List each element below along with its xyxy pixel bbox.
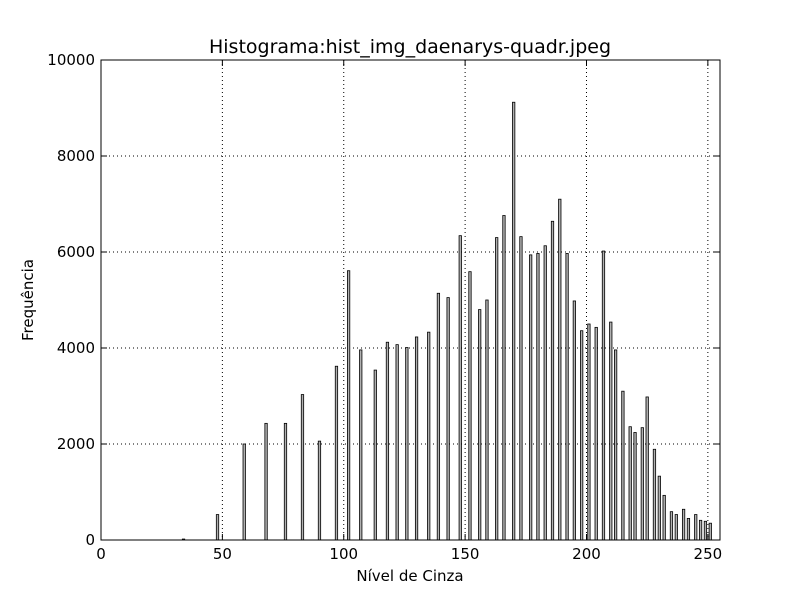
- histogram-bar: [373, 369, 377, 541]
- histogram-bar: [694, 514, 698, 541]
- histogram-bar: [594, 326, 598, 541]
- histogram-bar: [519, 236, 523, 541]
- histogram-bar: [529, 254, 533, 541]
- histogram-bar: [242, 443, 246, 541]
- histogram-bar: [645, 396, 649, 541]
- x-tick-label: 200: [572, 545, 601, 563]
- y-axis-label: Frequência: [19, 259, 37, 341]
- y-tick-label: 2000: [57, 435, 95, 453]
- histogram-bar: [346, 270, 351, 541]
- histogram-bar: [536, 253, 540, 541]
- histogram-bar: [703, 520, 708, 541]
- y-tick-label: 8000: [57, 147, 95, 165]
- histogram-bar: [652, 448, 657, 541]
- ticks: 0 50 100 150 200 250 0 2000 4000 6000 8000 10000: [47, 51, 722, 563]
- histogram-bar: [414, 336, 419, 541]
- y-tick-label: 6000: [57, 243, 95, 261]
- histogram-bar: [512, 101, 516, 541]
- histogram-bar: [385, 341, 390, 541]
- histogram-bar: [640, 427, 644, 541]
- histogram-bar: [446, 297, 450, 541]
- histogram-bar: [458, 235, 462, 541]
- x-tick-label: 150: [451, 545, 480, 563]
- histogram-bar: [657, 475, 661, 541]
- histogram-bar: [436, 292, 441, 541]
- chart-title: Histograma:hist_img_daenarys-quadr.jpeg: [209, 36, 611, 58]
- histogram-bar: [395, 344, 399, 541]
- histogram-bar: [628, 426, 632, 541]
- histogram-bar: [686, 518, 691, 541]
- histogram-bar: [572, 300, 576, 541]
- histogram-bar: [485, 299, 489, 541]
- x-tick-label: 50: [213, 545, 232, 563]
- y-tick-label: 0: [85, 531, 95, 549]
- y-tick-label: 4000: [57, 339, 95, 357]
- x-axis-label: Nível de Cinza: [356, 567, 463, 585]
- histogram-bar: [334, 365, 339, 541]
- histogram-bar: [587, 323, 591, 541]
- histogram-bar: [558, 198, 562, 541]
- plot-frame: [100, 59, 721, 541]
- grid: [101, 60, 720, 540]
- x-tick-label: 100: [329, 545, 358, 563]
- histogram-bar: [614, 349, 618, 541]
- bars: [181, 101, 712, 541]
- histogram-bar: [495, 237, 499, 541]
- histogram-bar: [502, 215, 506, 541]
- histogram-bar: [405, 347, 409, 541]
- histogram-bar: [283, 422, 288, 541]
- histogram-bar: [468, 271, 472, 541]
- histogram-bar: [264, 422, 268, 541]
- x-tick-label: 250: [694, 545, 723, 563]
- histogram-bar: [708, 522, 712, 541]
- histogram-bar: [565, 253, 569, 541]
- histogram-bar: [580, 330, 584, 541]
- histogram-bar: [427, 331, 431, 541]
- histogram-bar: [300, 394, 305, 541]
- histogram-bar: [681, 508, 686, 541]
- histogram-bar: [698, 519, 703, 541]
- histogram-bar: [609, 321, 613, 541]
- histogram-bar: [601, 250, 606, 541]
- histogram-bar: [669, 511, 674, 541]
- histogram-bar: [621, 390, 625, 541]
- histogram-bar: [478, 309, 482, 541]
- histogram-bar: [359, 349, 363, 541]
- histogram-bar: [317, 440, 322, 541]
- y-tick-label: 10000: [47, 51, 95, 69]
- histogram-bar: [215, 514, 220, 541]
- histogram-bar: [674, 514, 678, 541]
- histogram-bar: [662, 494, 666, 541]
- histogram-bar: [543, 245, 547, 541]
- histogram-bar: [550, 220, 555, 541]
- histogram-bar: [633, 432, 637, 541]
- x-tick-label: 0: [96, 545, 106, 563]
